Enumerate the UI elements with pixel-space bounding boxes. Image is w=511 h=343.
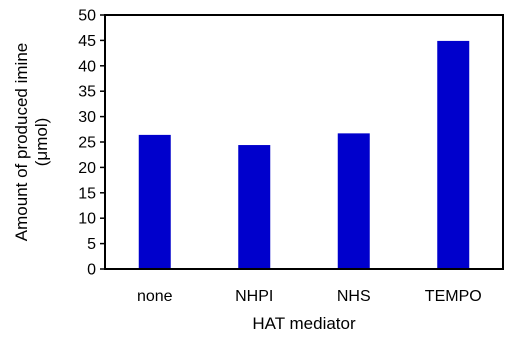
y-tick-label: 20 xyxy=(78,160,96,177)
y-tick-label: 0 xyxy=(87,262,96,279)
y-tick-label: 40 xyxy=(78,58,96,75)
bars-group xyxy=(138,40,470,269)
bar-nhpi xyxy=(238,145,271,269)
y-tick-label: 35 xyxy=(78,84,96,101)
bar-tempo xyxy=(437,40,470,269)
bar-nhs xyxy=(337,133,370,269)
x-tick-label-nhpi: NHPI xyxy=(235,288,273,305)
plot-frame xyxy=(104,14,504,270)
y-tick-label: 15 xyxy=(78,185,96,202)
y-tick-label: 50 xyxy=(78,8,96,25)
x-axis-title: HAT mediator xyxy=(252,314,356,333)
y-tick-label: 25 xyxy=(78,135,96,152)
y-tick-label: 10 xyxy=(78,211,96,228)
y-tick-label: 30 xyxy=(78,109,96,126)
y-tick-label: 5 xyxy=(87,236,96,253)
x-ticks-group: none NHPI NHS TEMPO xyxy=(137,288,482,305)
y-axis-title-line2: (μmol) xyxy=(32,118,51,167)
x-tick-label-tempo: TEMPO xyxy=(425,288,482,305)
y-ticks-group: 0 5 10 15 20 25 30 35 40 45 50 xyxy=(78,8,105,279)
x-tick-label-nhs: NHS xyxy=(337,288,371,305)
bar-none xyxy=(138,134,171,269)
x-tick-label-none: none xyxy=(137,288,173,305)
y-tick-label: 45 xyxy=(78,33,96,50)
y-axis-title-line1: Amount of produced imine xyxy=(12,43,31,241)
